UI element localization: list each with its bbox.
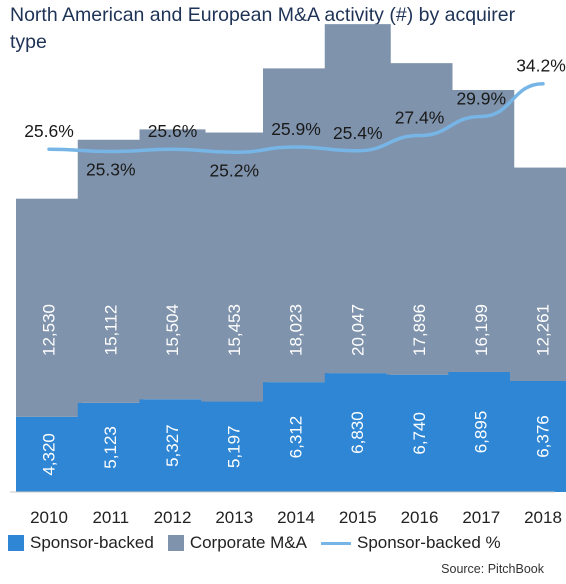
bar-sponsor-backed-2018 [510, 381, 566, 492]
label-sponsor-backed-2014: 6,312 [287, 416, 306, 459]
bar-corporate-2014 [263, 68, 329, 383]
chart-title: North American and European M&A activity… [10, 4, 516, 53]
label-sponsor-backed-2012: 5,327 [163, 424, 182, 467]
pct-label-2016: 27.4% [395, 108, 445, 128]
bar-sponsor-backed-2016 [386, 374, 453, 492]
pct-label-2011: 25.3% [86, 160, 136, 180]
legend: Sponsor-backed Corporate M&A Sponsor-backe… [8, 533, 515, 553]
pct-label-2017: 29.9% [456, 88, 506, 108]
x-tick-2011: 2011 [92, 508, 129, 527]
pct-label-2013: 25.2% [209, 160, 259, 180]
bar-sponsor-backed-2012 [139, 399, 206, 492]
x-tick-2010: 2010 [30, 508, 68, 527]
bar-corporate-2016 [386, 63, 453, 375]
label-corporate-2011: 15,112 [101, 305, 120, 356]
legend-item-corporate-m-a: Corporate M&A [167, 533, 307, 553]
bar-sponsor-backed-2014 [263, 382, 329, 492]
bar-sponsor-backed-2010 [16, 416, 82, 492]
legend-swatch [320, 541, 351, 545]
x-tick-2017: 2017 [462, 508, 500, 527]
bar-corporate-2011 [77, 139, 144, 403]
bar-corporate-2015 [324, 24, 391, 374]
pct-label-2015: 25.4% [333, 123, 383, 143]
bar-corporate-2010 [16, 198, 82, 417]
bar-sponsor-backed-2011 [77, 402, 144, 492]
line-sponsor-backed-pct [47, 81, 545, 155]
source-note: Source: PitchBook [441, 562, 544, 576]
legend-swatch [8, 535, 24, 551]
legend-label: Corporate M&A [189, 533, 307, 552]
label-corporate-2010: 12,530 [40, 304, 59, 356]
bar-corporate-2017 [448, 89, 515, 372]
label-corporate-2017: 16,199 [472, 304, 491, 356]
x-tick-2018: 2018 [524, 508, 562, 527]
pct-label-2012: 25.6% [148, 121, 198, 141]
bar-corporate-2018 [510, 167, 566, 382]
label-corporate-2016: 17,896 [410, 304, 429, 356]
label-corporate-2013: 15,453 [225, 304, 244, 356]
legend-item-sponsor-backed: Sponsor-backed % [320, 533, 501, 553]
bar-corporate-2012 [139, 129, 206, 400]
bar-sponsor-backed-2015 [324, 373, 391, 492]
legend-label: Sponsor-backed [30, 533, 154, 552]
x-tick-2016: 2016 [401, 508, 439, 527]
label-corporate-2014: 18,023 [287, 304, 306, 356]
bar-corporate-2013 [201, 132, 268, 402]
x-tick-2014: 2014 [277, 508, 315, 527]
bar-sponsor-backed-2013 [201, 401, 268, 492]
label-sponsor-backed-2010: 4,320 [40, 433, 59, 476]
pct-label-2010: 25.6% [24, 121, 74, 141]
bar-sponsor-backed-2017 [448, 371, 515, 492]
label-sponsor-backed-2018: 6,376 [534, 415, 553, 458]
x-tick-2013: 2013 [215, 508, 253, 527]
legend-label: Sponsor-backed % [356, 533, 501, 552]
label-corporate-2015: 20,047 [348, 304, 367, 356]
chart: 4,320 12,530 2010 5,123 15,112 2011 5,327 15,50… [10, 24, 566, 527]
label-sponsor-backed-2013: 5,197 [225, 425, 244, 468]
legend-swatch [167, 535, 184, 551]
label-sponsor-backed-2016: 6,740 [410, 412, 429, 455]
label-corporate-2018: 12,261 [534, 304, 553, 356]
label-corporate-2012: 15,504 [163, 304, 182, 356]
label-sponsor-backed-2015: 6,830 [348, 411, 367, 454]
pct-label-2018: 34.2% [516, 56, 566, 76]
x-tick-2012: 2012 [154, 508, 192, 527]
label-sponsor-backed-2017: 6,895 [472, 411, 491, 454]
label-sponsor-backed-2011: 5,123 [101, 426, 120, 469]
legend-item-sponsor-backed: Sponsor-backed [8, 533, 154, 553]
x-tick-2015: 2015 [339, 508, 377, 527]
pct-label-2014: 25.9% [271, 119, 321, 139]
